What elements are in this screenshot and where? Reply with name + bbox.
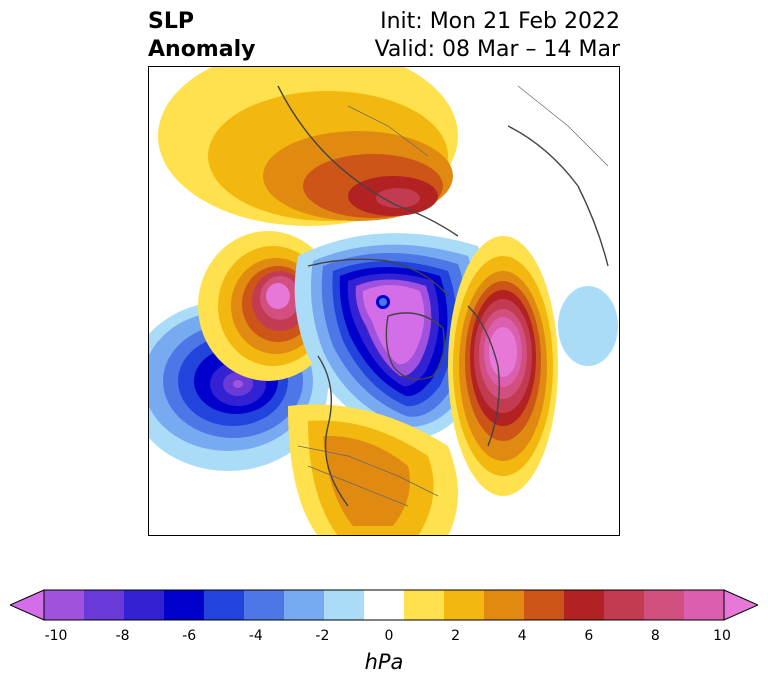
colorbar-units: hPa — [364, 650, 404, 674]
colorbar-segment — [644, 590, 685, 620]
colorbar-tick-label: -8 — [115, 628, 130, 644]
colorbar-segment — [604, 590, 645, 620]
colorbar-tick-label: 6 — [584, 628, 594, 644]
colorbar-segment — [524, 590, 565, 620]
colorbar-segment — [84, 590, 125, 620]
colorbar-tick-label: -6 — [182, 628, 197, 644]
title-field: Anomaly — [148, 37, 256, 62]
positive-anomaly-siberia — [158, 66, 458, 226]
colorbar-extend-high — [723, 589, 758, 621]
colorbar-tick-label: 8 — [650, 628, 660, 644]
title-left: SLP Anomaly — [148, 8, 255, 64]
negative-anomaly-arctic — [294, 233, 491, 438]
colorbar-segment — [444, 590, 485, 620]
colorbar-tick-label: -4 — [248, 628, 263, 644]
map-frame — [148, 66, 620, 536]
colorbar-frame — [43, 589, 725, 621]
init-date: Init: Mon 21 Feb 2022 — [380, 9, 620, 34]
colorbar-extend-low — [10, 589, 45, 621]
colorbar-tick-label: -2 — [315, 628, 330, 644]
colorbar-segment — [244, 590, 285, 620]
colorbar-tick-label: 0 — [384, 628, 394, 644]
colorbar-tick-label: 10 — [713, 628, 731, 644]
colorbar-tick-label: 2 — [451, 628, 461, 644]
colorbar-segment — [124, 590, 165, 620]
colorbar-tick-label: -10 — [44, 628, 68, 644]
colorbar-segment — [564, 590, 605, 620]
valid-range: Valid: 08 Mar – 14 Mar — [374, 37, 620, 62]
colorbar-tick-label: 4 — [517, 628, 527, 644]
colorbar — [10, 589, 758, 621]
colorbar-segment — [484, 590, 525, 620]
positive-anomaly-europe — [448, 236, 558, 496]
anomaly-map — [148, 66, 620, 536]
colorbar-segment — [164, 590, 205, 620]
title-right: Init: Mon 21 Feb 2022 Valid: 08 Mar – 14… — [375, 8, 620, 64]
borders — [297, 85, 609, 507]
positive-anomaly-east-asia — [288, 404, 458, 536]
colorbar-segment — [324, 590, 365, 620]
colorbar-segment — [44, 590, 85, 620]
colorbar-segment — [404, 590, 445, 620]
title-variable: SLP — [148, 9, 194, 34]
colorbar-segment — [364, 590, 405, 620]
colorbar-segment — [284, 590, 325, 620]
colorbar-segment — [204, 590, 245, 620]
negative-anomaly-atlantic — [558, 286, 618, 366]
colorbar-segment — [684, 590, 725, 620]
coastlines — [277, 85, 609, 507]
